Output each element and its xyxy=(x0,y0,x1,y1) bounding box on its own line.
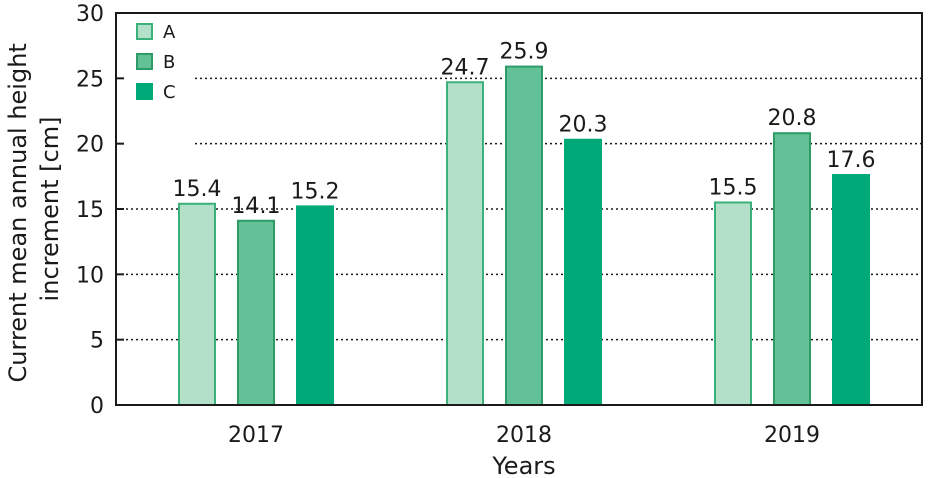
y-tick-label: 0 xyxy=(90,394,104,419)
legend-swatch-A xyxy=(136,23,153,40)
bar-value-label: 14.1 xyxy=(232,194,281,219)
bar-value-label: 20.3 xyxy=(559,113,608,138)
bar-B-2017 xyxy=(237,219,275,406)
y-tick-label: 25 xyxy=(76,67,104,92)
legend-swatch-C xyxy=(136,83,153,100)
x-tick-label: 2019 xyxy=(764,423,820,448)
bar-B-2018 xyxy=(505,65,543,406)
bar-value-label: 15.4 xyxy=(173,177,222,202)
y-tick-label: 5 xyxy=(90,329,104,354)
y-tick-label: 30 xyxy=(76,2,104,27)
bars xyxy=(178,65,870,407)
legend-label-A: A xyxy=(163,22,176,43)
bar-value-label: 15.5 xyxy=(709,175,758,200)
legend-swatch-B xyxy=(136,53,153,70)
legend-label-C: C xyxy=(163,82,176,103)
y-axis-label-line-2: increment [cm] xyxy=(36,117,64,302)
bar-C-2019 xyxy=(832,174,870,406)
y-axis-label-line-1: Current mean annual height xyxy=(4,43,32,382)
bar-C-2017 xyxy=(296,205,334,406)
legend: ABC xyxy=(136,22,176,103)
bar-A-2017 xyxy=(178,202,216,406)
bar-value-labels: 15.4 14.1 15.2 24.7 25.9 20.3 15.5 20.8 17.6 xyxy=(173,40,876,219)
bar-value-label: 24.7 xyxy=(441,55,490,80)
y-tick-label: 10 xyxy=(76,263,104,288)
x-tick-label: 2018 xyxy=(496,423,552,448)
bar-value-label: 15.2 xyxy=(291,179,340,204)
y-axis-label: Current mean annual height increment [cm… xyxy=(4,36,64,383)
y-axis-ticks: 0 5 10 15 20 25 30 xyxy=(76,2,124,419)
bar-B-2019 xyxy=(773,132,811,406)
bar-A-2019 xyxy=(714,201,752,406)
x-axis-ticks: 2017 2018 2019 xyxy=(228,423,820,448)
bar-A-2018 xyxy=(446,81,484,407)
y-tick-label: 15 xyxy=(76,198,104,223)
bar-value-label: 25.9 xyxy=(500,40,549,65)
x-axis-label: Years xyxy=(491,452,555,478)
bar-value-label: 20.8 xyxy=(768,106,817,131)
y-tick-label: 20 xyxy=(76,133,104,158)
x-tick-label: 2017 xyxy=(228,423,284,448)
bar-value-label: 17.6 xyxy=(827,148,876,173)
legend-label-B: B xyxy=(163,52,175,73)
bar-C-2018 xyxy=(564,138,602,406)
